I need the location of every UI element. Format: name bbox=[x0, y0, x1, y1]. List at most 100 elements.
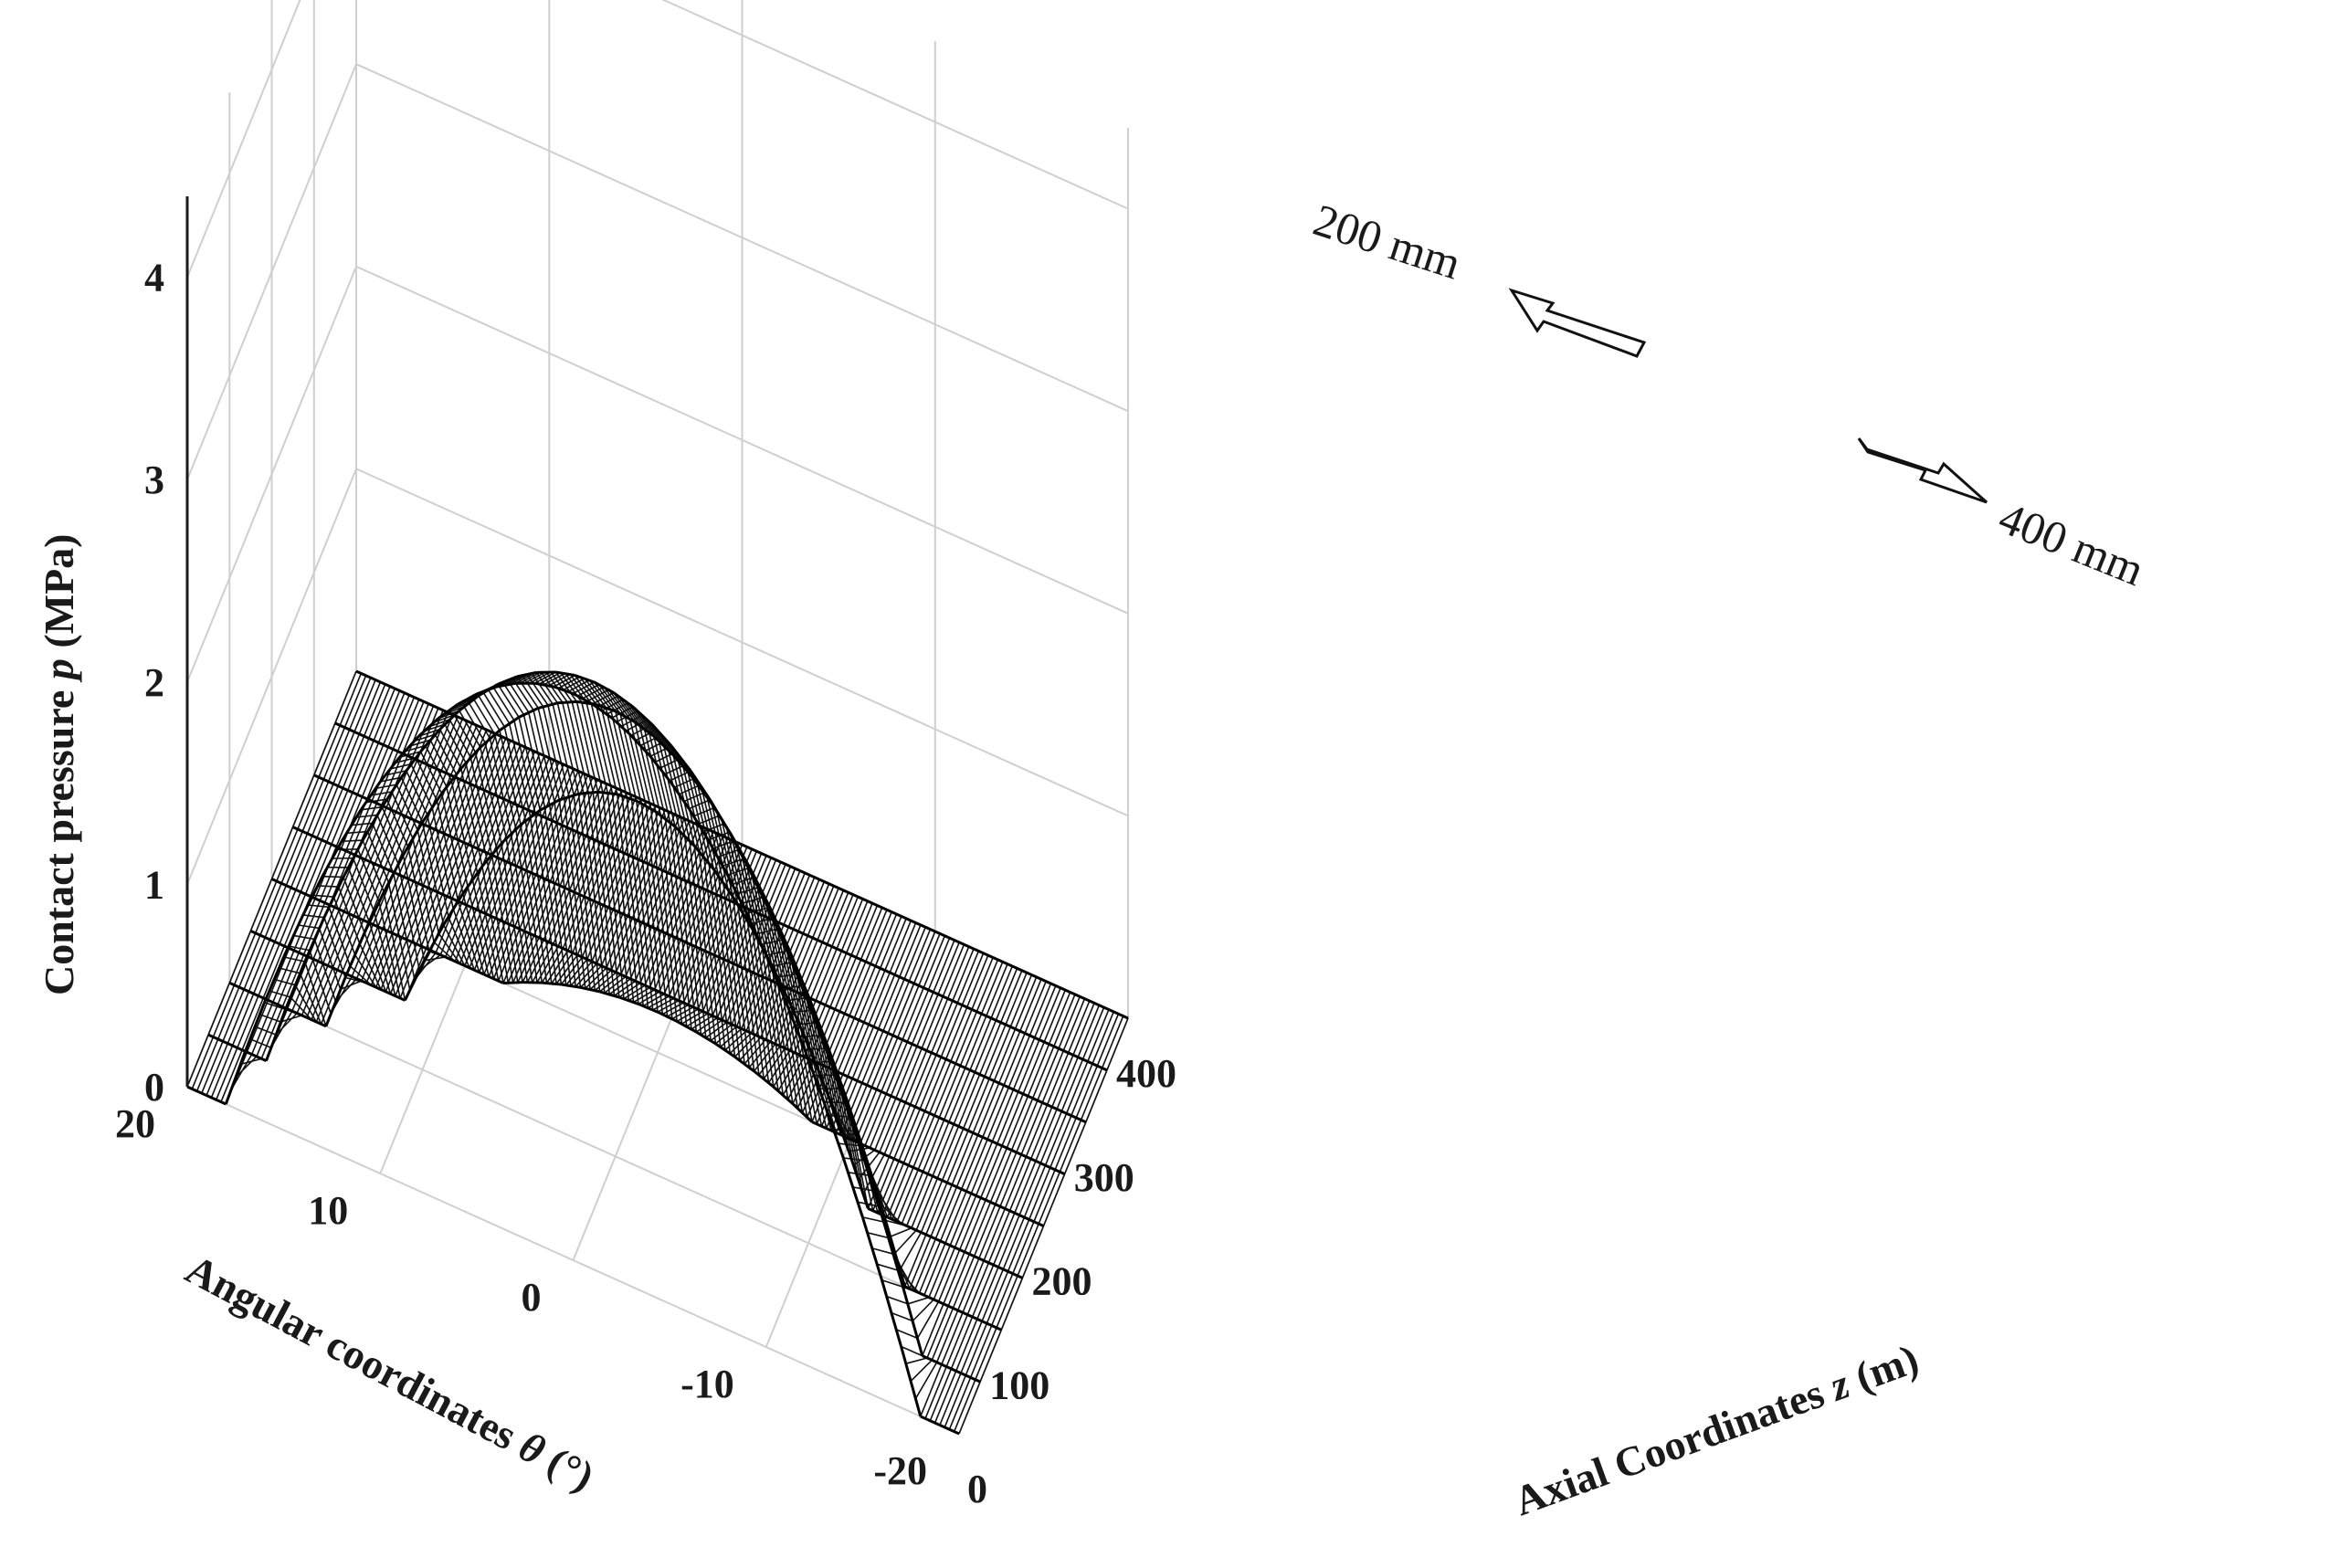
mesh-axial-line bbox=[767, 1049, 791, 1084]
mesh-axial-line bbox=[522, 755, 545, 808]
mesh-axial-line bbox=[930, 1184, 953, 1237]
mesh-profile-line bbox=[555, 670, 575, 677]
mesh-profile-line bbox=[369, 860, 390, 872]
mesh-axial-line bbox=[554, 671, 578, 702]
mesh-axial-line bbox=[659, 939, 681, 993]
mesh-axial-line bbox=[1046, 1052, 1070, 1106]
mesh-profile-line bbox=[775, 1042, 796, 1054]
mesh-axial-line bbox=[267, 948, 290, 1001]
mesh-axial-line bbox=[778, 870, 801, 923]
mesh-profile-line bbox=[553, 685, 575, 695]
mesh-axial-line bbox=[605, 707, 628, 797]
mesh-axial-line bbox=[634, 721, 657, 812]
mesh-axial-line bbox=[947, 1253, 971, 1307]
mesh-axial-line bbox=[701, 1019, 723, 1036]
mesh-axial-line bbox=[797, 879, 820, 932]
mesh-profile-line bbox=[933, 991, 954, 1003]
mesh-axial-line bbox=[633, 805, 657, 858]
mesh-axial-line bbox=[965, 1322, 988, 1376]
mesh-profile-line bbox=[699, 947, 721, 959]
mesh-axial-line bbox=[381, 806, 405, 856]
mesh-axial-line bbox=[822, 1013, 846, 1067]
mesh-profile-line bbox=[340, 809, 363, 843]
mesh-profile-line bbox=[691, 776, 713, 805]
mesh-profile-line bbox=[444, 955, 466, 967]
mesh-axial-line bbox=[624, 801, 647, 854]
mesh-axial-line bbox=[564, 836, 587, 889]
mesh-axial-line bbox=[260, 1006, 284, 1059]
mesh-profile-line bbox=[884, 1219, 907, 1288]
mesh-axial-line bbox=[536, 762, 560, 815]
mesh-axial-line bbox=[792, 877, 816, 930]
mesh-profile-line bbox=[1009, 1026, 1031, 1037]
mesh-axial-line bbox=[436, 716, 459, 770]
mesh-profile-line bbox=[539, 798, 561, 812]
mesh-axial-line bbox=[480, 859, 503, 912]
mesh-axial-line bbox=[464, 913, 487, 966]
mesh-axial-line bbox=[648, 995, 670, 1009]
mesh-axial-line bbox=[877, 976, 901, 1029]
mesh-profile-line bbox=[390, 808, 412, 820]
mesh-axial-line bbox=[617, 695, 640, 726]
mesh-axial-line bbox=[341, 839, 364, 843]
mesh-axial-line bbox=[413, 733, 436, 742]
mesh-axial-line bbox=[593, 848, 616, 901]
mesh-profile-line bbox=[578, 790, 598, 795]
mesh-profile-line bbox=[1007, 1086, 1029, 1098]
mesh-axial-line bbox=[946, 946, 970, 999]
mesh-axial-line bbox=[976, 959, 999, 1013]
mesh-profile-line bbox=[546, 817, 568, 829]
mesh-axial-line bbox=[473, 918, 497, 971]
mesh-profile-line bbox=[841, 1157, 864, 1218]
mesh-axial-line bbox=[479, 735, 502, 789]
mesh-axial-line bbox=[574, 675, 597, 705]
mesh-axial-line bbox=[426, 711, 449, 765]
mesh-axial-line bbox=[1075, 1065, 1099, 1119]
mesh-axial-line bbox=[516, 676, 539, 709]
mesh-axial-line bbox=[1033, 1169, 1056, 1223]
mesh-axial-line bbox=[697, 956, 721, 1010]
mesh-axial-line bbox=[521, 674, 544, 708]
mesh-axial-line bbox=[964, 1199, 986, 1253]
mesh-axial-line bbox=[575, 779, 598, 832]
mesh-axial-line bbox=[542, 706, 565, 798]
mesh-axial-line bbox=[428, 774, 452, 828]
mesh-axial-line bbox=[487, 801, 510, 854]
mesh-axial-line bbox=[670, 883, 693, 936]
mesh-axial-line bbox=[357, 866, 381, 919]
mesh-axial-line bbox=[976, 1267, 999, 1320]
mesh-axial-line bbox=[1056, 1057, 1079, 1110]
mesh-profile-line bbox=[267, 998, 289, 1011]
mesh-profile-line bbox=[518, 707, 539, 719]
mesh-profile-line bbox=[1065, 1111, 1087, 1124]
mesh-profile-line bbox=[246, 1050, 268, 1062]
mesh-profile-line bbox=[407, 878, 429, 889]
mesh-axial-line bbox=[419, 770, 442, 824]
mesh-profile-line bbox=[282, 914, 305, 958]
mesh-profile-line bbox=[342, 839, 364, 879]
mesh-axial-line bbox=[533, 883, 556, 936]
mesh-axial-line bbox=[483, 738, 507, 791]
mesh-axial-line bbox=[293, 898, 316, 952]
mesh-axial-line bbox=[867, 1232, 889, 1239]
mesh-axial-line bbox=[715, 842, 738, 895]
mesh-axial-line bbox=[991, 1089, 1015, 1142]
mesh-profile-line bbox=[1069, 991, 1091, 1003]
mesh-axial-line bbox=[707, 961, 730, 1015]
mesh-profile-line bbox=[404, 960, 426, 1002]
mesh-axial-line bbox=[849, 963, 871, 1016]
mesh-axial-line bbox=[227, 991, 250, 1044]
mesh-axial-line bbox=[873, 1098, 897, 1151]
mesh-axial-line bbox=[899, 924, 922, 978]
mesh-profile-line bbox=[939, 1424, 960, 1436]
mesh-axial-line bbox=[646, 872, 670, 925]
x-tick-label: 200 bbox=[1032, 1259, 1092, 1304]
mesh-axial-line bbox=[376, 874, 400, 928]
mesh-profile-line bbox=[943, 1302, 964, 1314]
mesh-axial-line bbox=[952, 1256, 976, 1309]
mesh-axial-line bbox=[730, 848, 753, 901]
mesh-axial-line bbox=[350, 800, 373, 854]
mesh-profile-line bbox=[701, 887, 723, 899]
mesh-axial-line bbox=[335, 794, 359, 847]
